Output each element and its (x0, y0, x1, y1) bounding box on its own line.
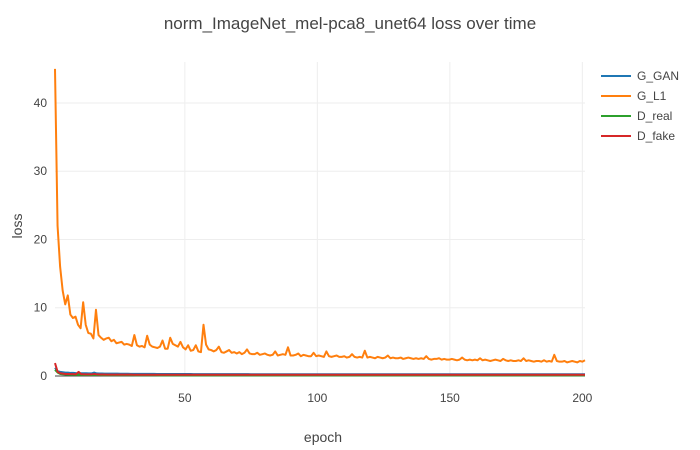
y-tick-label: 40 (34, 96, 48, 110)
legend-swatch (601, 75, 631, 77)
y-tick-label: 20 (34, 232, 48, 246)
x-tick-label: 150 (440, 391, 460, 405)
legend-swatch (601, 95, 631, 97)
legend-item-g-l1[interactable]: G_L1 (601, 86, 679, 106)
y-tick-label: 10 (34, 301, 48, 315)
legend-label: G_L1 (637, 89, 667, 103)
series-line-g-gan[interactable] (54, 367, 585, 376)
y-axis-label: loss (9, 214, 25, 239)
series-lines (54, 68, 586, 377)
y-tick-label: 30 (34, 164, 48, 178)
tick-labels: 0 10 20 30 40 50 100 150 200 (34, 96, 593, 405)
x-tick-label: 50 (178, 391, 192, 405)
legend-item-g-gan[interactable]: G_GAN (601, 66, 679, 86)
x-tick-label: 200 (572, 391, 592, 405)
grid-lines (55, 62, 585, 377)
series-line-g-l1[interactable] (54, 68, 586, 364)
chart-title: norm_ImageNet_mel-pca8_unet64 loss over … (163, 14, 537, 33)
legend-label: D_fake (637, 129, 676, 143)
series-line-d-fake[interactable] (54, 362, 585, 376)
legend-label: G_GAN (637, 69, 680, 83)
legend-swatch (601, 115, 631, 117)
legend-swatch (601, 135, 631, 137)
legend-item-d-real[interactable]: D_real (601, 106, 679, 126)
legend-label: D_real (637, 109, 673, 123)
x-axis-label: epoch (304, 429, 342, 445)
x-tick-label: 100 (307, 391, 327, 405)
legend: G_GAN G_L1 D_real D_fake (601, 66, 679, 146)
legend-item-d-fake[interactable]: D_fake (601, 126, 679, 146)
y-tick-label: 0 (40, 369, 47, 383)
